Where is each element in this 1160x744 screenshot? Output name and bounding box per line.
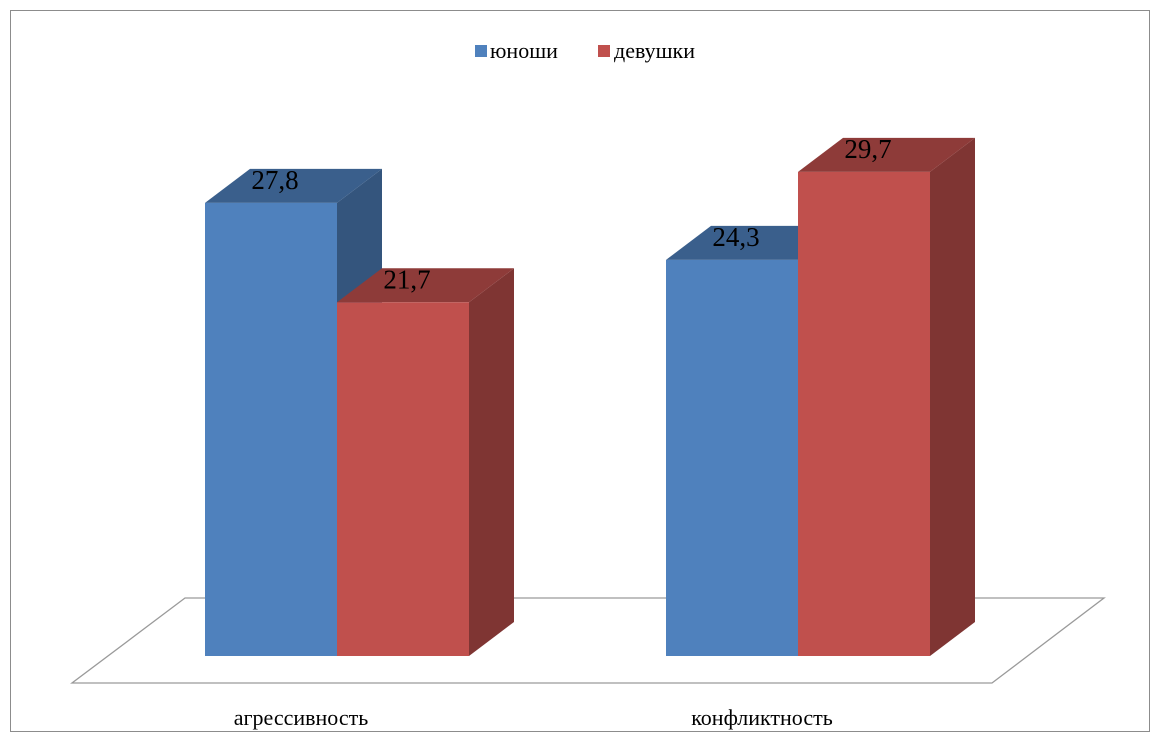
legend-label: юноши xyxy=(490,38,558,63)
legend-swatch xyxy=(598,45,610,57)
bar-front-face xyxy=(205,202,337,657)
bar-front-face xyxy=(666,259,798,656)
bar-side-face xyxy=(930,137,975,656)
bar-top-face xyxy=(337,268,514,303)
bar-series2-2 xyxy=(798,137,975,656)
bar-top-face xyxy=(205,168,382,203)
data-label: 24,3 xyxy=(712,222,759,252)
bar-front-face xyxy=(337,302,469,656)
legend-swatch xyxy=(475,45,487,57)
category-label: агрессивность xyxy=(234,705,369,730)
legend-label: девушки xyxy=(614,38,695,63)
bar-side-face xyxy=(469,268,514,656)
data-label: 21,7 xyxy=(383,264,430,294)
data-label: 29,7 xyxy=(844,134,891,164)
bar-series2-1 xyxy=(337,268,514,656)
category-label: конфликтность xyxy=(691,705,833,730)
data-label: 27,8 xyxy=(251,165,298,195)
bar-front-face xyxy=(798,171,930,656)
bar-top-face xyxy=(798,137,975,172)
